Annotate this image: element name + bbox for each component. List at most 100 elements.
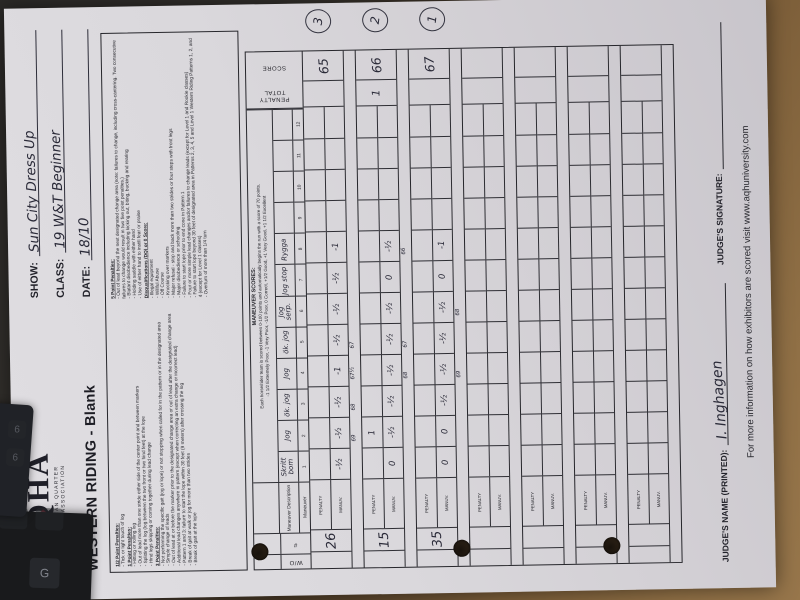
- manuv-cell: [643, 162, 664, 195]
- maneuver-number: 2: [300, 434, 307, 437]
- manuv-value-handwritten: -½: [386, 395, 398, 408]
- manuv-cell: [593, 350, 614, 382]
- show-row: SHOW: Sun City Dress Up: [10, 30, 43, 298]
- penalty-row-label: PENALTY: [310, 480, 332, 530]
- wo-header-label: W/O: [289, 558, 303, 566]
- maneuver-number-cell: 9: [294, 201, 305, 234]
- show-meta-block: SHOW: Sun City Dress Up CLASS: 19 W&T Be…: [10, 29, 94, 298]
- score-handwritten: 66: [367, 56, 385, 74]
- penalty-cell: [467, 383, 488, 415]
- manuv-cell: [540, 351, 561, 383]
- maneuver-description-cell: Jog: [276, 357, 297, 389]
- placing-circle-handwritten: 1: [417, 5, 447, 33]
- maneuver-description-handwritten: Jog: [281, 367, 291, 380]
- manuv-cell: [590, 163, 611, 196]
- tally-value-handwritten: 68: [453, 308, 461, 316]
- tally-value-handwritten: 68: [349, 403, 357, 411]
- penalty-cell: [411, 198, 432, 230]
- penalty-cell: [309, 417, 330, 449]
- maneuver-header: Maneuver: [301, 496, 308, 519]
- maneuver-score-cells: [568, 101, 616, 476]
- score-cell: 67: [409, 49, 450, 79]
- penalty-row-label: PENALTY: [416, 478, 438, 528]
- penalty-cell: [569, 164, 590, 196]
- manuv-cell: [537, 195, 558, 228]
- manuv-cell: 0: [379, 260, 400, 293]
- manuv-cell: [486, 321, 507, 353]
- manuv-cell: [589, 132, 610, 165]
- row-label-cells: PENALTY MANUV.: [416, 477, 458, 528]
- scoresheet-paper: AQHA AMERICAN QUARTER HORSE ASSOCIATION …: [3, 0, 777, 600]
- entry-group: 26 PENALTY MANUV. -½ -½ -½ -1 -½ -½ -½ -1 65 3 69 68 67…: [301, 7, 364, 569]
- maneuver-description-cell: Skritt bom: [278, 450, 299, 482]
- maneuver-description-handwritten: Jog stop: [279, 266, 290, 295]
- maneuver-score-cells: 0 0 -½ -½ -½ -½ 0 -1: [409, 104, 457, 479]
- penalty-cell: [465, 259, 486, 291]
- penalty-cell: [463, 166, 484, 198]
- manuv-cell: [488, 383, 509, 415]
- manuv-cell: -½: [327, 323, 348, 356]
- manuv-cell: [483, 105, 503, 135]
- tally-value-handwritten: 67: [401, 340, 409, 348]
- manuv-cell: [484, 196, 505, 229]
- maneuver-description-handwritten: ök. jog: [281, 330, 291, 355]
- penalty-cell: [413, 322, 434, 354]
- penalty-cell: [360, 354, 382, 386]
- manuv-cell: -½: [326, 261, 347, 294]
- penalty-cell: [520, 382, 541, 415]
- manuv-cell: 0: [432, 259, 453, 292]
- penalty-cell: [572, 319, 593, 351]
- manuv-cell: -½: [433, 290, 454, 323]
- penalty-cell: [414, 384, 435, 416]
- penalty-cell: [304, 137, 325, 170]
- device-key-6: 6: [5, 447, 25, 468]
- manuv-cell: [648, 442, 669, 474]
- penalty-cell: [571, 257, 592, 289]
- judge-signature-block: JUDGE'S SIGNATURE:: [704, 22, 725, 265]
- maneuver-description-cell: [273, 110, 293, 140]
- judge-signature-label: JUDGE'S SIGNATURE:: [713, 173, 726, 266]
- penalty-cell: [570, 195, 591, 227]
- row-label-cells: PENALTY MANUV.: [469, 476, 510, 527]
- manuv-value-handwritten: 0: [384, 273, 396, 280]
- manuv-cell: [324, 137, 345, 169]
- penalty-cell: [411, 229, 432, 261]
- maneuver-columns-header: MANEUVER SCORES: Each horse/rider team i…: [246, 108, 310, 483]
- manuv-cell: [484, 165, 505, 198]
- maneuver-description-cell: [273, 170, 294, 203]
- penalty-cell: [516, 165, 537, 197]
- row-label-cells: PENALTY MANUV.: [522, 475, 563, 526]
- maneuver-number-cell: 10: [293, 170, 305, 202]
- row-label-cells: PENALTY MANUV.: [628, 473, 669, 524]
- penalty-cell: [362, 447, 383, 479]
- manuv-cell: [594, 412, 615, 444]
- tally-value-handwritten: 66: [399, 247, 407, 255]
- penalty-cell: [307, 324, 328, 356]
- penalties-left-column: 1/2 Point Penalties: - Tick or light touc…: [109, 305, 244, 567]
- maneuver-score-cells: [462, 103, 510, 478]
- manuv-cell: -½: [435, 384, 456, 416]
- penalty-cell: [465, 290, 486, 322]
- maneuver-description-handwritten: Rygga: [279, 237, 289, 261]
- manuv-cell: [646, 380, 668, 412]
- row-label-column-header: Maneuver Description Maneuver: [253, 481, 311, 534]
- score-cell: [462, 48, 503, 78]
- penalty-total-cell: [303, 79, 344, 107]
- maneuver-description-cell: ök. jog: [277, 388, 298, 420]
- manuv-value-handwritten: 0: [387, 460, 399, 467]
- judge-name-label: JUDGE'S NAME (PRINTED):: [718, 449, 731, 563]
- maneuver-number: 10: [296, 184, 302, 190]
- penalty-cell: [306, 293, 327, 325]
- entry-group: PENALTY MANUV.: [460, 47, 523, 566]
- manuv-value-handwritten: 0: [440, 459, 452, 466]
- manuv-row-label: MANUV.: [338, 496, 344, 513]
- penalty-cell: [357, 167, 378, 200]
- penalty-cell: [359, 292, 380, 324]
- manuv-row-label: MANUV.: [444, 494, 450, 511]
- penalty-cell: [413, 353, 435, 385]
- manuv-value-handwritten: 0: [440, 428, 451, 435]
- maneuver-number-cell: 1: [298, 450, 310, 482]
- manuv-cell: [325, 168, 346, 200]
- manuv-cell: 0: [435, 415, 456, 447]
- penalty-cell: [517, 196, 538, 228]
